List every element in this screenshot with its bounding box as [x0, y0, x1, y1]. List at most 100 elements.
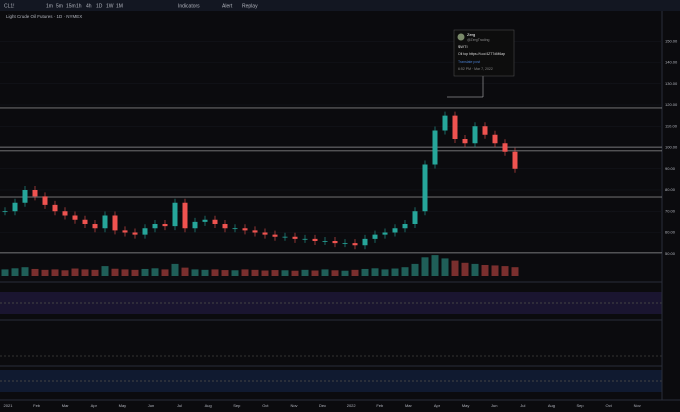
volume-bar — [231, 270, 239, 276]
interval-button[interactable]: 5m — [56, 3, 63, 9]
candle — [12, 202, 18, 212]
volume-bar — [21, 267, 29, 276]
interval-button[interactable]: 1m — [46, 3, 53, 9]
volume-bar — [371, 268, 379, 276]
candle — [142, 228, 148, 235]
candle — [232, 228, 238, 230]
candle — [92, 224, 98, 229]
volume-bar — [11, 268, 19, 276]
volume-bar — [201, 269, 209, 276]
price-tick-label: 150.00 — [665, 38, 678, 43]
replay-button[interactable]: Replay — [242, 3, 258, 9]
tweet-time: 6:52 PM · Mar 7, 2022 — [458, 67, 493, 71]
volume-bar — [391, 268, 399, 276]
candle — [302, 238, 308, 240]
time-label: Sep — [576, 403, 584, 408]
volume-bar — [181, 267, 189, 276]
time-label: Mar — [405, 403, 413, 408]
volume-bar — [331, 270, 339, 276]
candle — [362, 238, 368, 246]
candle — [242, 228, 248, 231]
volume-bar — [71, 268, 79, 276]
time-label: Feb — [33, 403, 41, 408]
time-label: Jul — [177, 403, 182, 408]
time-label: May — [462, 403, 470, 408]
candle — [332, 241, 338, 244]
time-label: 2021 — [4, 403, 14, 408]
tweet-link[interactable]: Translate post — [458, 60, 480, 64]
volume-bar — [301, 269, 309, 276]
alert-button[interactable]: Alert — [222, 3, 233, 9]
price-tick-label: 100.00 — [665, 145, 678, 150]
volume-bar — [211, 269, 219, 276]
volume-bar — [431, 255, 439, 276]
volume-bar — [111, 268, 119, 276]
candle — [322, 241, 328, 242]
stoch-band — [0, 370, 662, 392]
time-label: Oct — [262, 403, 269, 408]
volume-bar — [1, 269, 9, 276]
tweet-cashtag: $WTI — [458, 44, 468, 49]
candle — [382, 232, 388, 235]
candle — [82, 219, 88, 224]
volume-bar — [491, 265, 499, 276]
volume-bar — [421, 257, 429, 276]
interval-button[interactable]: 1W — [106, 3, 114, 9]
volume-bar — [341, 270, 349, 276]
tweet-handle: @ZergTrading — [467, 38, 490, 42]
time-label: Apr — [434, 403, 441, 408]
interval-button[interactable]: 1h — [76, 3, 82, 9]
candle — [52, 204, 58, 212]
volume-bar — [321, 269, 329, 276]
interval-button[interactable]: 1M — [116, 3, 123, 9]
volume-bar — [471, 263, 479, 276]
volume-bar — [81, 269, 89, 276]
time-label: Jun — [491, 403, 497, 408]
candle — [152, 224, 158, 229]
time-label: Jul — [520, 403, 525, 408]
candle — [112, 215, 118, 231]
indicators-button[interactable]: Indicators — [178, 3, 200, 9]
volume-bar — [191, 269, 199, 276]
volume-bar — [51, 269, 59, 276]
volume-bar — [41, 269, 49, 276]
candle — [442, 115, 448, 131]
interval-button[interactable]: 15m — [66, 3, 76, 9]
volume-bar — [161, 269, 169, 276]
time-label: 2022 — [347, 403, 357, 408]
candle — [482, 126, 488, 135]
volume-bar — [221, 270, 229, 276]
candle — [192, 221, 198, 229]
time-label: Nov — [290, 403, 297, 408]
volume-bar — [381, 269, 389, 276]
time-label: Sep — [233, 403, 241, 408]
avatar — [457, 33, 465, 41]
candle — [222, 224, 228, 229]
volume-bar — [151, 268, 159, 276]
candle — [162, 224, 168, 227]
interval-button[interactable]: 4h — [86, 3, 92, 9]
symbol[interactable]: CL1! — [4, 3, 15, 9]
candle — [392, 228, 398, 233]
volume-bar — [411, 263, 419, 276]
candle — [412, 211, 418, 224]
rsi-band — [0, 292, 662, 314]
price-tick-label: 70.00 — [665, 208, 676, 213]
candle — [312, 238, 318, 241]
time-label: Feb — [376, 403, 384, 408]
candle — [72, 215, 78, 220]
volume-bar — [311, 270, 319, 276]
candle — [422, 164, 428, 212]
volume-bar — [121, 269, 129, 276]
volume-bar — [481, 265, 489, 276]
candle — [42, 196, 48, 205]
candle — [342, 243, 348, 244]
candle — [62, 211, 68, 216]
candle — [472, 126, 478, 144]
candle — [492, 134, 498, 144]
interval-button[interactable]: 1D — [96, 3, 103, 9]
volume-bar — [461, 262, 469, 276]
price-tick-label: 90.00 — [665, 166, 676, 171]
candle — [102, 215, 108, 229]
